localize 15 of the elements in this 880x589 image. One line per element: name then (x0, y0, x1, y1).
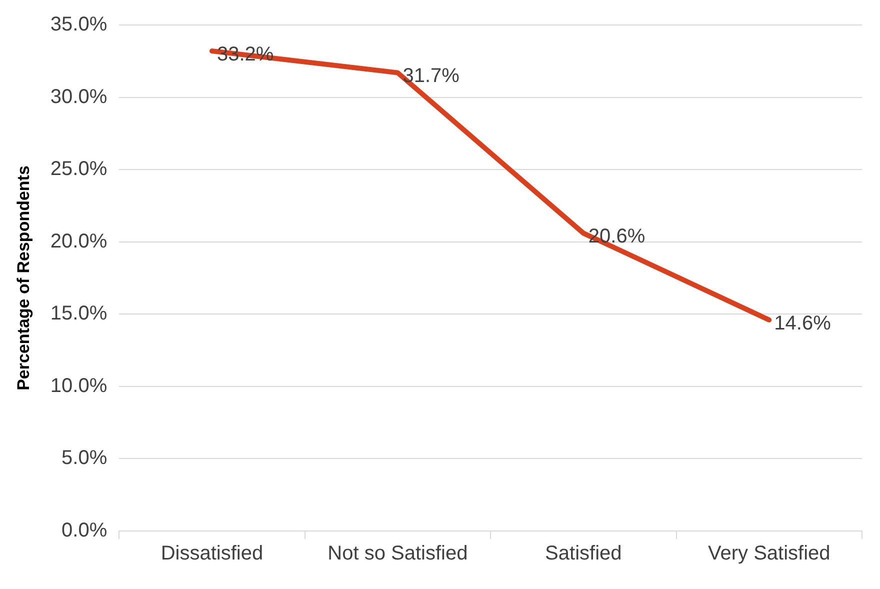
x-tick-label: Not so Satisfied (328, 542, 468, 565)
y-axis-title: Percentage of Respondents (14, 166, 33, 390)
x-tick-label: Satisfied (545, 542, 622, 565)
data-label: 31.7% (402, 65, 460, 88)
y-tick-label: 35.0% (50, 14, 108, 36)
y-tick-label: 5.0% (62, 447, 108, 470)
x-tick-label: Very Satisfied (708, 542, 830, 565)
y-tick-label: 15.0% (50, 302, 108, 325)
data-label: 14.6% (774, 312, 832, 334)
y-tick-label: 10.0% (50, 374, 108, 397)
y-tick-label: 20.0% (50, 230, 108, 252)
y-tick-label: 25.0% (50, 158, 108, 180)
y-tick-label: 30.0% (50, 86, 108, 108)
x-tick-label: Dissatisfied (160, 542, 264, 565)
y-tick-label: 0.0% (62, 520, 108, 542)
